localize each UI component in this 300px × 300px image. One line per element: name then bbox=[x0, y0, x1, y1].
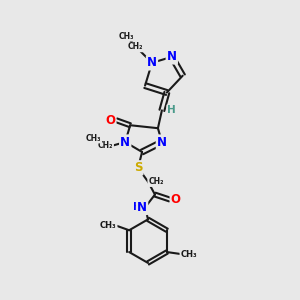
Text: CH₂: CH₂ bbox=[128, 43, 143, 52]
Text: N: N bbox=[137, 201, 147, 214]
Text: O: O bbox=[105, 114, 116, 127]
Text: CH₃: CH₃ bbox=[86, 134, 101, 142]
Text: CH₂: CH₂ bbox=[98, 140, 113, 149]
Text: N: N bbox=[147, 56, 157, 69]
Text: CH₂: CH₂ bbox=[148, 177, 164, 186]
Text: N: N bbox=[120, 136, 130, 148]
Text: CH₃: CH₃ bbox=[100, 221, 117, 230]
Text: S: S bbox=[134, 161, 142, 174]
Text: H: H bbox=[133, 202, 142, 212]
Text: O: O bbox=[171, 193, 181, 206]
Text: CH₃: CH₃ bbox=[180, 250, 197, 259]
Text: N: N bbox=[167, 50, 177, 63]
Text: H: H bbox=[167, 105, 176, 116]
Text: N: N bbox=[157, 136, 167, 148]
Text: CH₃: CH₃ bbox=[118, 32, 134, 40]
